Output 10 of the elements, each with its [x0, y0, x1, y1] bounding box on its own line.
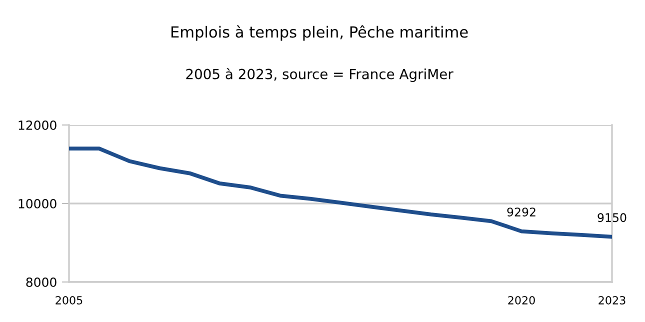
- chart-title: Emplois à temps plein, Pêche maritime: [172, 25, 468, 41]
- chart-subtitle: 2005 à 2023, source = France AgriMer: [186, 68, 454, 82]
- x-tick-label: 2005: [56, 296, 82, 304]
- x-tick-label: 2020: [508, 296, 535, 304]
- x-tick-label: 2023: [598, 296, 626, 304]
- data-label: 9292: [507, 208, 536, 216]
- y-tick-label: 12000: [18, 120, 56, 130]
- data-label: 9150: [598, 213, 626, 222]
- y-tick-label: 10000: [18, 198, 56, 208]
- y-tick-label: 8000: [26, 277, 56, 287]
